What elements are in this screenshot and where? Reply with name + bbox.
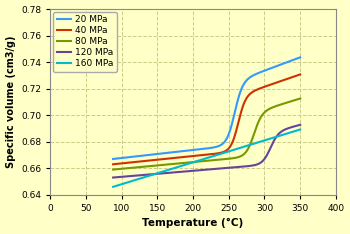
160 MPa (159, 171, 163, 173)
80 MPa (236, 156, 240, 159)
120 MPa (144, 173, 148, 176)
80 MPa (196, 160, 200, 163)
80 MPa (298, 97, 302, 100)
20 MPa (298, 56, 302, 59)
40 MPa (111, 163, 115, 166)
80 MPa (144, 165, 148, 168)
X-axis label: Temperature (°C): Temperature (°C) (142, 218, 244, 228)
120 MPa (159, 172, 163, 175)
40 MPa (144, 160, 148, 162)
120 MPa (236, 166, 240, 168)
Line: 80 MPa: 80 MPa (113, 99, 300, 170)
160 MPa (196, 160, 200, 162)
Y-axis label: Specific volume (cm3/g): Specific volume (cm3/g) (6, 36, 15, 168)
160 MPa (111, 185, 115, 188)
160 MPa (252, 142, 256, 145)
40 MPa (252, 90, 256, 92)
Line: 20 MPa: 20 MPa (113, 57, 300, 159)
80 MPa (111, 168, 115, 171)
20 MPa (111, 157, 115, 160)
120 MPa (298, 123, 302, 126)
160 MPa (236, 147, 240, 150)
160 MPa (144, 175, 148, 178)
40 MPa (221, 151, 225, 154)
80 MPa (159, 164, 163, 167)
20 MPa (252, 74, 256, 77)
80 MPa (252, 133, 256, 135)
40 MPa (159, 158, 163, 161)
120 MPa (252, 164, 256, 167)
Legend: 20 MPa, 40 MPa, 80 MPa, 120 MPa, 160 MPa: 20 MPa, 40 MPa, 80 MPa, 120 MPa, 160 MPa (53, 12, 117, 72)
120 MPa (196, 169, 200, 172)
20 MPa (236, 98, 240, 101)
160 MPa (298, 128, 302, 131)
20 MPa (144, 154, 148, 157)
20 MPa (159, 152, 163, 155)
40 MPa (236, 122, 240, 125)
Line: 160 MPa: 160 MPa (113, 129, 300, 187)
120 MPa (111, 176, 115, 179)
20 MPa (221, 142, 225, 145)
Line: 40 MPa: 40 MPa (113, 74, 300, 164)
20 MPa (196, 148, 200, 151)
160 MPa (221, 152, 225, 154)
120 MPa (221, 167, 225, 170)
80 MPa (221, 158, 225, 161)
40 MPa (298, 73, 302, 76)
Line: 120 MPa: 120 MPa (113, 125, 300, 178)
40 MPa (196, 154, 200, 157)
